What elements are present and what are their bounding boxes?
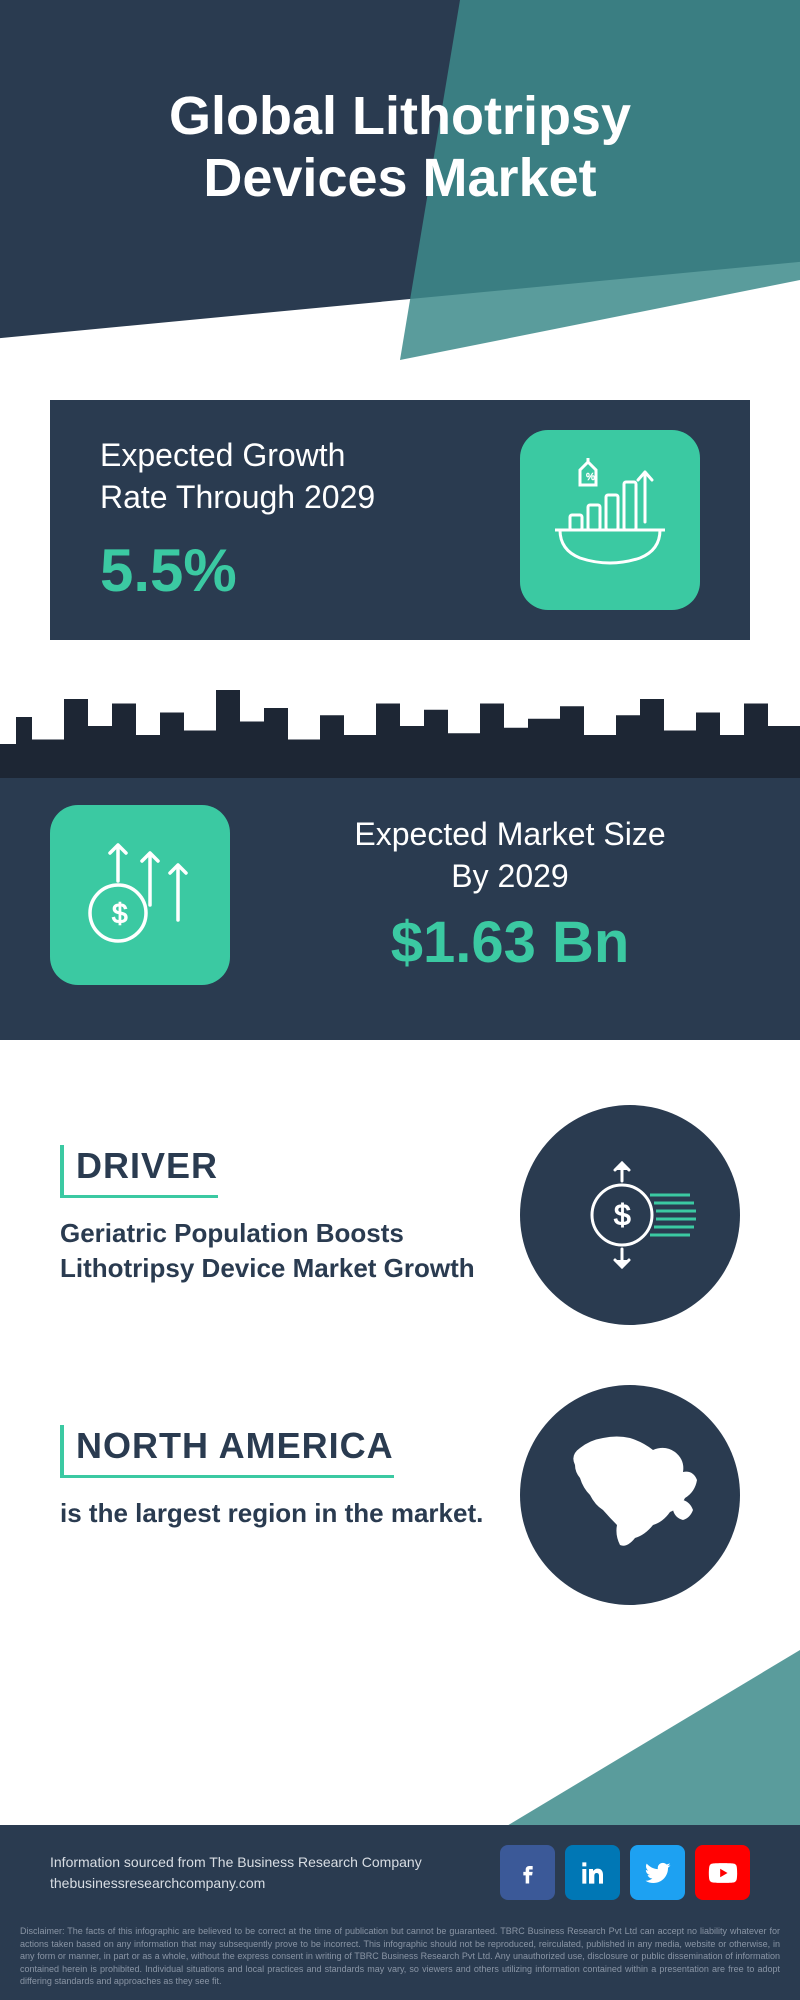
svg-text:$: $: [112, 898, 128, 929]
growth-chart-icon: %: [520, 430, 700, 610]
footer-source-text: Information sourced from The Business Re…: [50, 1852, 422, 1894]
market-size-label: Expected Market Size By 2029: [270, 814, 750, 897]
svg-text:$: $: [614, 1199, 631, 1232]
dollar-arrows-icon: $: [50, 805, 230, 985]
growth-rate-value: 5.5%: [100, 536, 375, 605]
skyline-silhouette: [0, 690, 800, 780]
region-body: is the largest region in the market.: [60, 1496, 490, 1531]
region-heading: NORTH AMERICA: [60, 1425, 394, 1478]
infographic-container: Global Lithotripsy Devices Market Expect…: [0, 0, 800, 2000]
skyline-section: $ Expected Market Size By 2029 $1.63 Bn: [0, 690, 800, 1040]
region-text-block: NORTH AMERICA is the largest region in t…: [60, 1385, 490, 1531]
youtube-icon[interactable]: [695, 1845, 750, 1900]
title-line1: Global Lithotripsy: [169, 86, 631, 146]
driver-body: Geriatric Population Boosts Lithotripsy …: [60, 1216, 490, 1286]
footer-content-row: Information sourced from The Business Re…: [50, 1845, 750, 1900]
growth-rate-label: Expected Growth Rate Through 2029: [100, 435, 375, 518]
region-section: NORTH AMERICA is the largest region in t…: [60, 1385, 740, 1605]
driver-text-block: DRIVER Geriatric Population Boosts Litho…: [60, 1105, 490, 1286]
svg-text:%: %: [586, 472, 595, 483]
social-icons-row: [500, 1845, 750, 1900]
linkedin-icon[interactable]: [565, 1845, 620, 1900]
twitter-icon[interactable]: [630, 1845, 685, 1900]
market-size-card: $ Expected Market Size By 2029 $1.63 Bn: [50, 805, 750, 985]
north-america-map-icon: [520, 1385, 740, 1605]
footer-section: Information sourced from The Business Re…: [0, 1720, 800, 2000]
driver-heading: DRIVER: [60, 1145, 218, 1198]
title-line2: Devices Market: [203, 148, 596, 208]
driver-circle-icon: $: [520, 1105, 740, 1325]
disclaimer-text: Disclaimer: The facts of this infographi…: [20, 1925, 780, 1988]
driver-section: DRIVER Geriatric Population Boosts Litho…: [60, 1105, 740, 1325]
growth-rate-card: Expected Growth Rate Through 2029 5.5% %: [50, 400, 750, 640]
facebook-icon[interactable]: [500, 1845, 555, 1900]
footer-teal-triangle: [500, 1650, 800, 1830]
market-size-value: $1.63 Bn: [270, 909, 750, 976]
page-title: Global Lithotripsy Devices Market: [0, 85, 800, 209]
market-size-text: Expected Market Size By 2029 $1.63 Bn: [270, 814, 750, 976]
growth-rate-text: Expected Growth Rate Through 2029 5.5%: [100, 435, 375, 605]
